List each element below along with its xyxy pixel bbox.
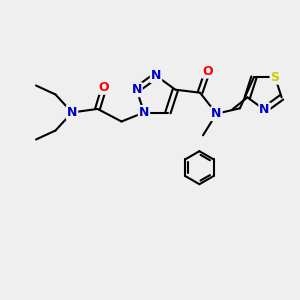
Text: N: N — [67, 106, 77, 119]
Text: N: N — [139, 106, 149, 119]
Text: N: N — [259, 103, 270, 116]
Text: N: N — [131, 83, 142, 96]
Text: N: N — [151, 69, 161, 82]
Text: O: O — [202, 64, 213, 78]
Text: S: S — [271, 71, 280, 84]
Text: N: N — [211, 107, 222, 120]
Text: O: O — [99, 81, 110, 94]
